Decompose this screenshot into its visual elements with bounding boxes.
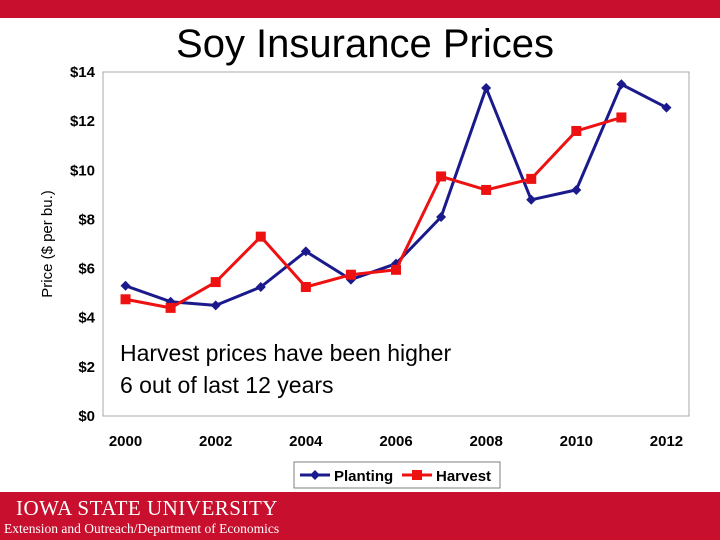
- planting-point: [120, 280, 131, 291]
- footer-bar: [0, 492, 720, 540]
- harvest-point: [300, 282, 311, 292]
- y-tick-label: $8: [78, 211, 95, 228]
- harvest-point: [616, 112, 627, 123]
- y-axis-ticks: $0 $2 $4 $6 $8 $10 $12 $14: [70, 64, 96, 425]
- y-tick-label: $10: [70, 162, 95, 179]
- planting-point: [255, 282, 266, 292]
- legend: Planting Harvest: [293, 461, 501, 489]
- x-tick-label: 2000: [109, 433, 142, 450]
- harvest-point: [436, 171, 447, 182]
- x-tick-label: 2012: [650, 433, 683, 450]
- price-chart: $0 $2 $4 $6 $8 $10 $12 $14 2000 2002 2004 2006 2008…: [39, 64, 690, 489]
- planting-point: [481, 82, 492, 93]
- university-logo-text: IOWA STATE UNIVERSITY: [16, 496, 278, 520]
- x-tick-label: 2010: [560, 433, 593, 450]
- planting-point: [300, 246, 311, 257]
- harvest-point: [210, 277, 221, 288]
- annotation-line-1: Harvest prices have been higher: [120, 340, 451, 366]
- harvest-point: [571, 125, 582, 136]
- y-tick-label: $6: [78, 261, 95, 278]
- harvest-point: [255, 231, 266, 242]
- harvest-point: [120, 294, 131, 305]
- planting-point: [436, 211, 447, 222]
- department-text: Extension and Outreach/Department of Eco…: [4, 521, 280, 536]
- planting-point: [526, 194, 537, 205]
- series-harvest: [120, 112, 627, 313]
- legend-planting-label: Planting: [334, 468, 393, 485]
- legend-harvest-marker: [412, 470, 422, 480]
- y-axis-label: Price ($ per bu.): [39, 190, 56, 298]
- y-tick-label: $2: [78, 359, 95, 376]
- x-tick-label: 2006: [379, 433, 412, 450]
- x-axis-ticks: 2000 2002 2004 2006 2008 2010 2012: [109, 433, 683, 450]
- plot-area: [102, 71, 690, 417]
- planting-point: [210, 300, 221, 311]
- legend-harvest-label: Harvest: [436, 468, 491, 485]
- planting-point: [571, 184, 582, 195]
- annotation-line-2: 6 out of last 12 years: [120, 372, 334, 398]
- y-tick-label: $0: [78, 408, 95, 425]
- series-layer: [120, 79, 672, 313]
- harvest-point: [165, 302, 176, 313]
- y-tick-label: $12: [70, 113, 95, 130]
- harvest-point: [526, 173, 537, 184]
- legend-planting-marker: [310, 470, 320, 480]
- harvest-point: [391, 264, 401, 275]
- x-tick-label: 2004: [289, 433, 323, 450]
- slide-title: Soy Insurance Prices: [176, 22, 554, 66]
- y-tick-label: $14: [70, 64, 96, 81]
- harvest-line: [125, 116, 622, 310]
- planting-point: [661, 102, 672, 113]
- y-tick-label: $4: [78, 310, 95, 327]
- top-accent-bar: [0, 0, 720, 18]
- harvest-point: [345, 269, 356, 280]
- x-tick-label: 2008: [469, 433, 502, 450]
- planting-point: [616, 79, 627, 90]
- x-tick-label: 2002: [199, 433, 232, 450]
- harvest-point: [481, 184, 492, 195]
